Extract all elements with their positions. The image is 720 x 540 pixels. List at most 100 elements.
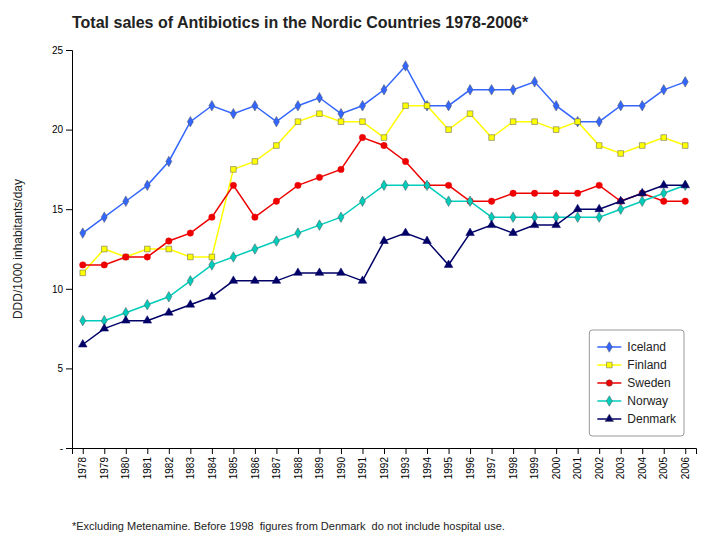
x-tick-mark: [406, 448, 407, 454]
x-tick-mark: [427, 448, 428, 454]
data-point: [338, 166, 344, 172]
data-point: [596, 212, 602, 223]
data-point: [467, 111, 473, 117]
x-tick-mark: [599, 448, 600, 454]
x-tick-label: 1991: [357, 457, 368, 480]
data-point: [338, 212, 344, 223]
x-tick: 1999: [529, 448, 540, 479]
data-point: [661, 135, 667, 141]
data-point: [381, 85, 387, 96]
legend-item: Finland: [597, 358, 666, 372]
x-tick-mark: [341, 448, 342, 454]
data-point: [209, 254, 215, 260]
data-point: [78, 340, 87, 347]
series: [80, 61, 689, 239]
x-tick-label: 2001: [572, 457, 583, 480]
series-line: [83, 138, 685, 265]
data-point: [274, 143, 280, 149]
data-point: [80, 270, 86, 276]
y-tick-mark: [66, 130, 72, 131]
series-group: [78, 61, 689, 347]
x-tick-label: 2005: [658, 457, 669, 480]
x-axis: 1978197919801981198219831984198519861987…: [73, 448, 697, 479]
data-point: [252, 214, 258, 220]
x-tick-label: 1990: [336, 457, 347, 480]
x-tick: 1990: [336, 448, 347, 479]
legend-item: Norway: [597, 394, 668, 408]
data-point: [574, 190, 580, 196]
x-tick: 1998: [508, 448, 519, 479]
x-tick-label: 1994: [422, 457, 433, 480]
y-axis-title: DDD/1000 inhabitants/day: [11, 179, 25, 319]
x-tick-label: 1989: [314, 457, 325, 480]
data-point: [424, 180, 430, 191]
x-tick: 2005: [658, 448, 669, 479]
data-point: [424, 103, 430, 109]
data-point: [444, 260, 453, 267]
series-line: [83, 66, 685, 233]
data-point: [510, 212, 516, 223]
x-tick-mark: [685, 448, 686, 454]
data-point: [144, 299, 150, 310]
data-point: [316, 92, 322, 103]
x-tick-mark: [556, 448, 557, 454]
data-point: [272, 276, 281, 283]
series: [80, 134, 689, 268]
legend-item: Denmark: [597, 412, 677, 426]
data-point: [446, 100, 452, 111]
data-point: [381, 135, 387, 141]
x-tick-label: 1999: [529, 457, 540, 480]
data-point: [231, 167, 237, 173]
data-point: [208, 292, 217, 299]
series: [80, 180, 689, 326]
x-tick-label: 2000: [551, 457, 562, 480]
data-point: [273, 116, 279, 127]
data-point: [402, 158, 408, 164]
x-tick: 2001: [572, 448, 583, 479]
data-point: [187, 230, 193, 236]
data-point: [466, 228, 475, 235]
x-tick-mark: [664, 448, 665, 454]
data-point: [252, 159, 258, 165]
data-point: [144, 180, 150, 191]
data-point: [381, 180, 387, 191]
y-tick-label: 10: [52, 284, 64, 295]
x-tick: 1997: [486, 448, 497, 479]
data-point: [315, 268, 324, 275]
x-tick-mark: [126, 448, 127, 454]
y-axis: -510152025: [52, 45, 73, 454]
legend-swatch-marker: [606, 362, 612, 368]
data-point: [230, 252, 236, 263]
x-tick: 1991: [357, 448, 368, 479]
legend-swatch-marker: [605, 414, 614, 421]
legend-item: Sweden: [597, 376, 670, 390]
data-point: [251, 276, 260, 283]
data-point: [532, 119, 538, 125]
x-tick-mark: [212, 448, 213, 454]
data-point: [100, 324, 109, 331]
y-tick: -: [60, 443, 72, 454]
x-tick-label: 1983: [185, 457, 196, 480]
x-tick-mark: [384, 448, 385, 454]
data-point: [229, 276, 238, 283]
legend-swatch-marker: [606, 380, 612, 386]
legend-swatch-marker: [606, 396, 612, 407]
data-point: [639, 196, 645, 207]
data-point: [80, 228, 86, 239]
x-tick-mark: [535, 448, 536, 454]
x-tick-mark: [83, 448, 84, 454]
data-point: [446, 127, 452, 133]
plot-area: 1978197919801981198219831984198519861987…: [52, 45, 697, 480]
x-tick-mark: [642, 448, 643, 454]
data-point: [423, 236, 432, 243]
data-point: [123, 254, 129, 260]
x-tick: 1996: [465, 448, 476, 479]
data-point: [166, 291, 172, 302]
data-point: [101, 246, 107, 252]
legend-box: [589, 330, 684, 436]
data-point: [316, 174, 322, 180]
y-tick-label: 20: [52, 124, 64, 135]
data-point: [488, 198, 494, 204]
data-point: [380, 236, 389, 243]
data-point: [166, 156, 172, 167]
